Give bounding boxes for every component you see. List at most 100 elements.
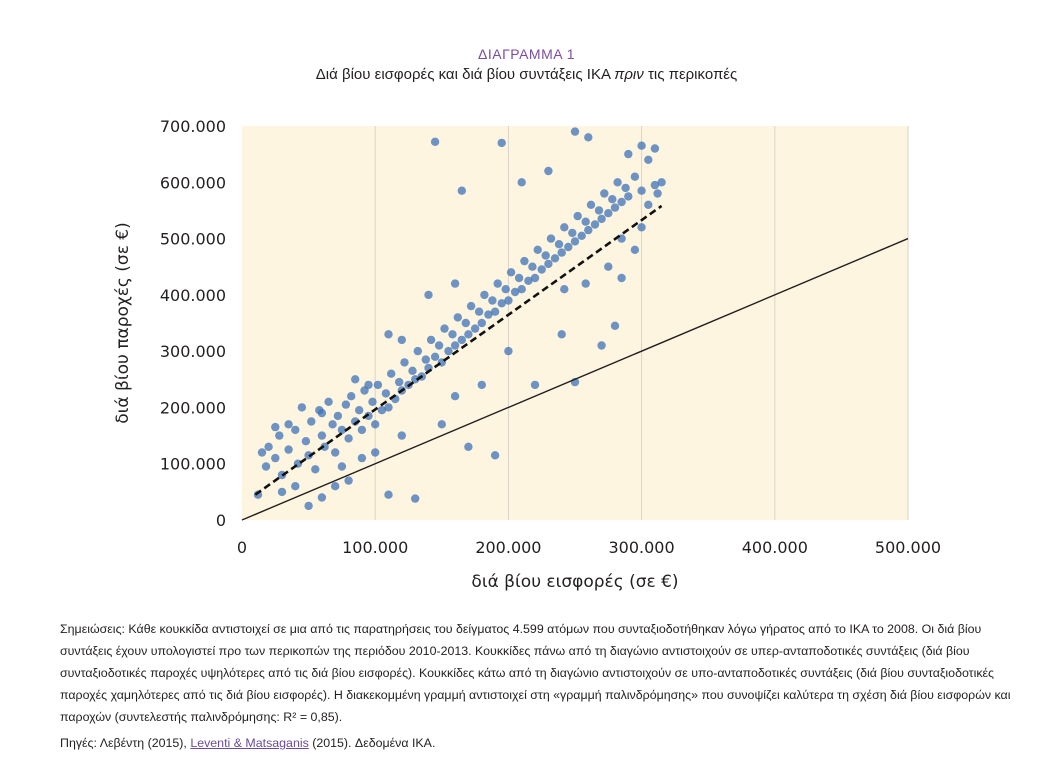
y-tick-label: 200.000	[160, 398, 226, 417]
data-point	[357, 453, 367, 463]
data-point	[570, 127, 580, 136]
x-tick-label: 400.000	[742, 538, 808, 557]
data-point	[337, 425, 347, 435]
x-tick-label: 500.000	[875, 538, 941, 557]
data-point	[554, 240, 564, 249]
figure-notes: Σημειώσεις: Κάθε κουκκίδα αντιστοιχεί σε…	[60, 622, 1011, 724]
data-point	[573, 211, 582, 221]
figure-title-post: τις περικοπές	[643, 66, 738, 83]
data-point	[301, 437, 311, 446]
data-point	[450, 341, 460, 350]
data-point	[504, 296, 513, 305]
data-point	[284, 420, 293, 429]
data-point	[387, 369, 396, 378]
data-point	[424, 290, 433, 300]
data-point	[317, 493, 327, 502]
data-point	[307, 417, 316, 426]
scatter-chart: 0 100.000 200.000 300.000 400.000 500.000 600.…	[113, 117, 941, 592]
data-point	[617, 197, 626, 207]
data-point	[530, 273, 540, 283]
data-point	[434, 341, 444, 350]
data-point	[333, 411, 343, 421]
data-point	[501, 285, 510, 294]
data-point	[544, 166, 553, 176]
data-point	[331, 482, 340, 491]
data-point	[597, 214, 606, 224]
data-point	[610, 203, 620, 212]
data-point	[264, 442, 273, 451]
data-point	[600, 189, 609, 198]
data-point	[384, 330, 393, 339]
data-point	[357, 425, 367, 435]
data-point	[457, 186, 466, 195]
data-point	[644, 200, 653, 209]
data-point	[597, 341, 606, 350]
data-point	[411, 375, 420, 384]
data-point	[497, 299, 506, 308]
data-point	[400, 358, 409, 367]
data-point	[474, 307, 484, 316]
data-point	[421, 355, 430, 364]
data-point	[408, 366, 417, 375]
data-point	[448, 330, 457, 339]
y-tick-label: 400.000	[160, 286, 226, 305]
data-point	[608, 195, 617, 204]
data-point	[291, 425, 300, 435]
figure-title: Διά βίου εισφορές και διά βίου συντάξεις…	[0, 66, 1053, 83]
data-point	[586, 200, 596, 209]
y-tick-label: 0	[216, 511, 226, 530]
data-point	[590, 220, 600, 229]
y-tick-label: 500.000	[160, 230, 226, 249]
data-point	[395, 377, 404, 387]
regression-line	[254, 204, 663, 496]
figure-label: ΔΙΑΓΡΑΜΜΑ 1	[478, 46, 575, 62]
data-point	[261, 462, 271, 471]
data-point	[650, 180, 660, 190]
data-point	[437, 420, 446, 429]
data-point	[504, 346, 513, 356]
data-point	[604, 262, 613, 271]
data-point	[484, 310, 493, 319]
data-point	[411, 494, 420, 503]
data-point	[577, 231, 586, 240]
data-point	[291, 482, 300, 491]
source-link[interactable]: Leventi & Matsaganis	[190, 736, 309, 750]
data-point	[560, 223, 569, 232]
data-point	[650, 144, 660, 153]
data-point	[311, 465, 320, 474]
data-point	[537, 265, 546, 274]
data-point	[337, 462, 347, 471]
data-point	[477, 318, 486, 328]
data-point	[630, 245, 640, 254]
data-point	[397, 431, 406, 440]
y-tick-label: 300.000	[160, 342, 226, 361]
data-point	[490, 451, 500, 460]
data-point	[624, 192, 633, 201]
data-point	[277, 487, 287, 497]
data-point	[464, 330, 473, 339]
data-point	[331, 448, 340, 457]
data-point	[297, 403, 307, 412]
diagonal-line	[241, 237, 909, 521]
data-point	[653, 189, 662, 198]
data-point	[524, 276, 533, 285]
data-point	[528, 262, 537, 271]
y-tick-labels: 0 100.000 200.000 300.000 400.000 500.000 600.…	[160, 117, 226, 530]
data-point	[450, 279, 460, 288]
data-point	[373, 380, 383, 390]
data-point	[630, 172, 640, 181]
data-point	[480, 290, 489, 300]
x-axis-label: διά βίου εισφορές (σε €)	[471, 572, 678, 592]
data-point	[364, 411, 373, 421]
data-point	[328, 420, 337, 429]
data-point	[347, 392, 356, 401]
data-point	[657, 178, 666, 187]
data-point	[344, 434, 353, 443]
data-point	[430, 137, 440, 146]
data-point	[541, 251, 550, 260]
data-point	[560, 285, 569, 294]
data-point	[368, 397, 377, 406]
data-point	[324, 397, 333, 406]
data-point	[304, 501, 313, 511]
data-point	[430, 352, 440, 361]
